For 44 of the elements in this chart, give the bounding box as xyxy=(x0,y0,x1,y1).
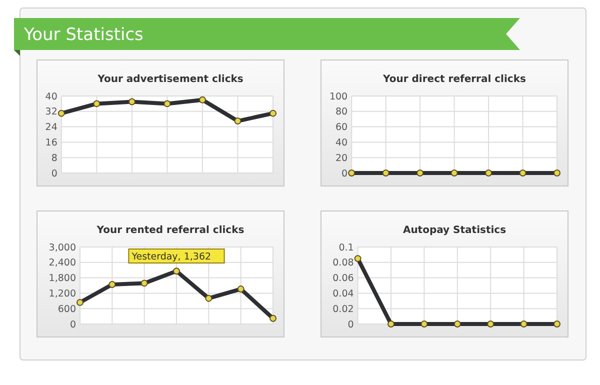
y-tick-label: 0 xyxy=(51,168,58,180)
y-tick-label: 8 xyxy=(51,152,58,164)
point xyxy=(270,110,276,117)
point xyxy=(128,98,136,106)
text: Your Statistics xyxy=(23,25,144,45)
y-tick-label: 60 xyxy=(336,122,348,134)
y-tick-label: 0 xyxy=(70,319,76,330)
y-tick-label: 0.04 xyxy=(332,288,354,300)
y-tick-label: 0 xyxy=(348,319,354,330)
point xyxy=(108,280,116,288)
point xyxy=(93,100,100,108)
y-tick-label: 2,400 xyxy=(48,258,76,269)
y-tick-label: 24 xyxy=(45,122,58,134)
y-tick-label: 16 xyxy=(45,138,58,149)
y-tick-label: 1,800 xyxy=(48,273,76,284)
y-tick-label: 40 xyxy=(336,138,348,149)
y-tick-label: 0.02 xyxy=(332,304,354,315)
y-tick-label: 32 xyxy=(45,106,58,118)
y-tick-label: 0 xyxy=(342,168,348,180)
y-tick-label: 0.06 xyxy=(332,273,354,284)
chart-title: Your advertisement clicks xyxy=(96,74,244,85)
chart-title: Autopay Statistics xyxy=(402,225,506,236)
annotation: Yesterday, 1,362 xyxy=(130,252,212,262)
point xyxy=(270,314,276,322)
point xyxy=(140,280,148,287)
point xyxy=(205,294,212,302)
y-tick-label: 0.08 xyxy=(332,258,354,269)
point xyxy=(164,100,171,108)
y-tick-label: 40 xyxy=(45,91,58,102)
y-tick-label: 80 xyxy=(336,106,348,118)
chart-title: Your rented referral clicks xyxy=(96,225,244,236)
chart-title: Your direct referral clicks xyxy=(382,74,526,85)
point xyxy=(58,110,65,117)
point xyxy=(173,268,180,275)
point xyxy=(237,286,244,293)
y-tick-label: 100 xyxy=(329,91,348,102)
y-tick-label: 20 xyxy=(336,152,348,164)
point xyxy=(234,118,242,125)
point xyxy=(198,96,206,104)
y-tick-label: 600 xyxy=(58,304,76,315)
y-tick-label: 1,200 xyxy=(48,288,76,300)
point xyxy=(76,298,84,306)
y-tick-label: 3,000 xyxy=(48,242,76,254)
y-tick-label: 0.1 xyxy=(338,242,354,254)
